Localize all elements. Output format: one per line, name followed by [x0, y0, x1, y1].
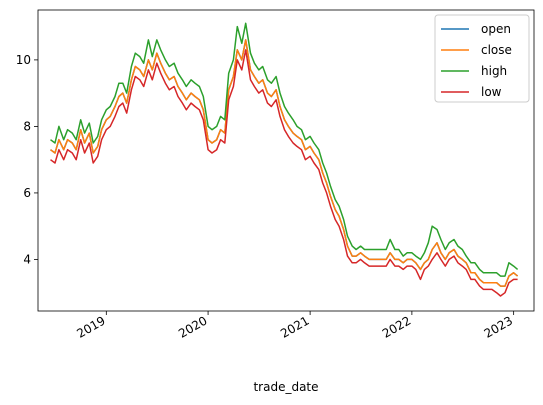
plot-frame [37, 9, 535, 312]
legend-label-close: close [481, 43, 512, 57]
series-line-low [50, 49, 518, 297]
series-line-high [50, 22, 519, 277]
legend-label-open: open [481, 22, 511, 36]
y-axis: 4 6 8 10 [16, 53, 38, 266]
y-tick-label: 8 [23, 119, 31, 133]
series-line-close [50, 39, 519, 287]
legend-label-high: high [481, 64, 507, 78]
legend-label-low: low [481, 85, 502, 99]
legend: open close high low [434, 14, 530, 103]
series-layer [50, 22, 519, 297]
y-tick-label: 6 [23, 186, 31, 200]
legend-frame [434, 14, 530, 103]
y-tick-label: 10 [16, 53, 31, 67]
y-tick-label: 4 [23, 252, 31, 266]
x-axis-title: trade_date [253, 380, 318, 394]
